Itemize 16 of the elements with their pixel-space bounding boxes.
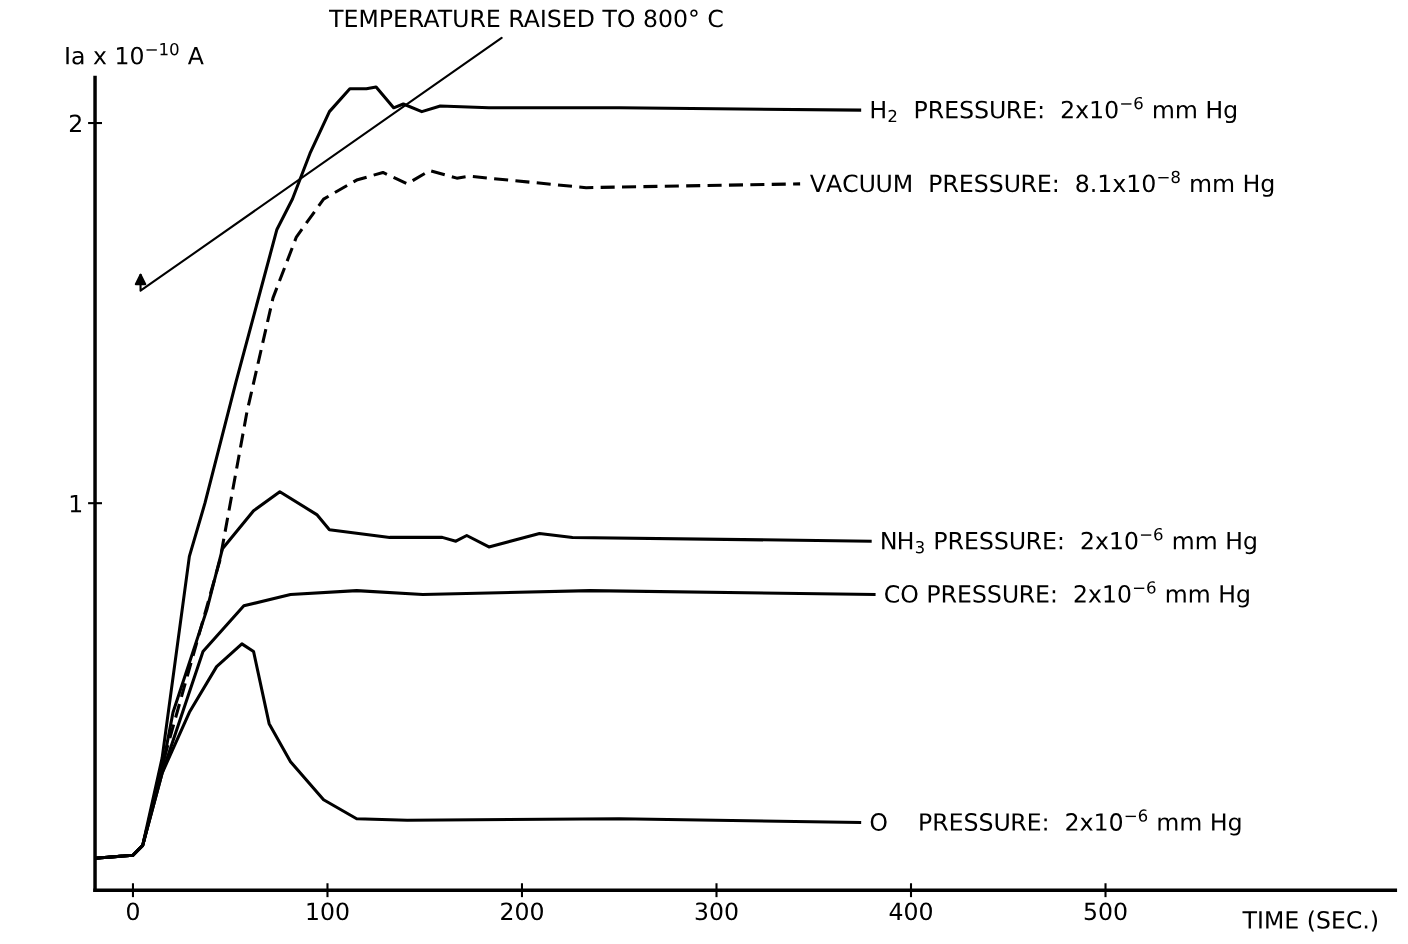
series-label: H$_{2}$ PRESSURE: 2x10$^{−6}$ mm Hg: [871, 96, 1236, 124]
series-label: O PRESSURE: 2x10$^{−6}$ mm Hg: [870, 809, 1241, 836]
y-tick-label: 1: [70, 494, 82, 513]
x-tick-label: 400: [889, 902, 932, 921]
x-tick-label: 200: [501, 902, 543, 921]
x-tick-label: 100: [307, 902, 349, 921]
y-axis-title: Ia x 10$^{−10}$ A: [66, 42, 204, 65]
x-tick-label: 500: [1084, 902, 1127, 921]
series-label: VACUUM PRESSURE: 8.1x10$^{−8}$ mm Hg: [810, 170, 1274, 197]
x-tick-label: 300: [695, 902, 738, 921]
x-tick-label: 0: [127, 902, 139, 921]
y-tick-label: 2: [69, 114, 81, 132]
text: TEMPERATURE RAISED TO 800° C: [329, 9, 723, 28]
series-label: CO PRESSURE: 2x10$^{−6}$ mm Hg: [885, 581, 1249, 608]
x-axis-title: TIME (SEC.): [1242, 910, 1378, 932]
series-label: NH$_{3}$ PRESSURE: 2x10$^{−6}$ mm Hg: [882, 527, 1256, 555]
